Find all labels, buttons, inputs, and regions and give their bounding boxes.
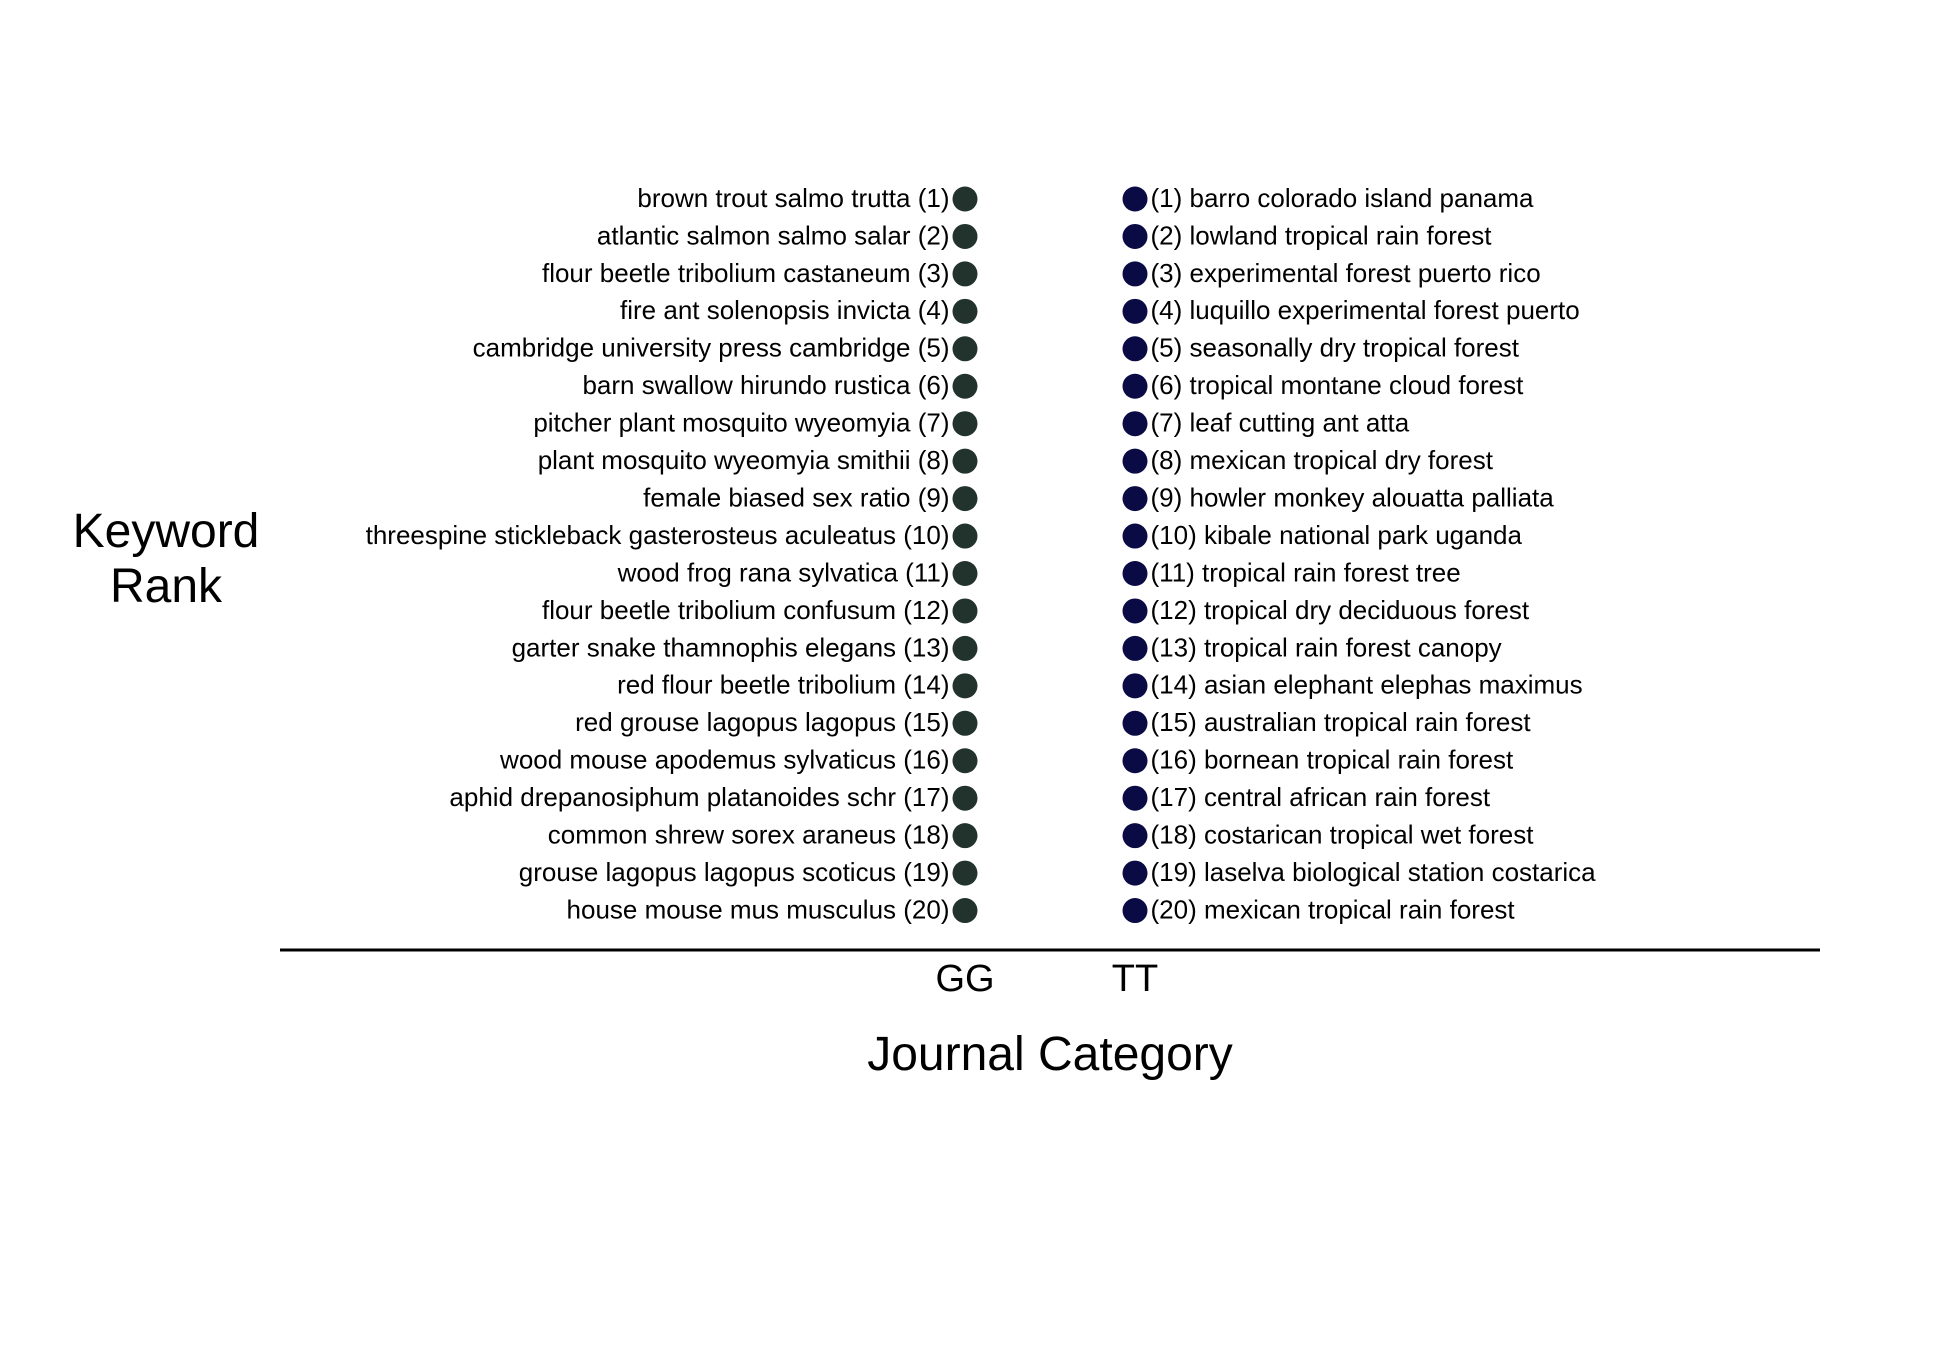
label-gg-rank-5: cambridge university press cambridge (5) xyxy=(473,333,950,363)
label-tt-rank-9: (9) howler monkey alouatta palliata xyxy=(1151,482,1555,512)
dot-tt-rank-8 xyxy=(1122,448,1148,474)
label-gg-rank-4: fire ant solenopsis invicta (4) xyxy=(620,295,949,325)
dot-gg-rank-6 xyxy=(952,373,978,399)
dot-tt-rank-17 xyxy=(1122,785,1148,811)
label-gg-rank-12: flour beetle tribolium confusum (12) xyxy=(542,595,950,625)
label-gg-rank-11: wood frog rana sylvatica (11) xyxy=(617,557,950,587)
dot-gg-rank-16 xyxy=(952,748,978,774)
dot-tt-rank-6 xyxy=(1122,373,1148,399)
dot-gg-rank-7 xyxy=(952,411,978,437)
dot-gg-rank-19 xyxy=(952,860,978,886)
dot-tt-rank-10 xyxy=(1122,523,1148,549)
label-tt-rank-18: (18) costarican tropical wet forest xyxy=(1151,820,1535,850)
label-tt-rank-11: (11) tropical rain forest tree xyxy=(1151,557,1461,587)
x-tick-label-gg: GG xyxy=(935,958,994,1000)
dot-gg-rank-5 xyxy=(952,336,978,362)
dot-tt-rank-9 xyxy=(1122,486,1148,512)
label-tt-rank-13: (13) tropical rain forest canopy xyxy=(1151,632,1502,662)
dot-gg-rank-18 xyxy=(952,823,978,849)
y-axis-label-line-1: Keyword xyxy=(73,505,260,558)
dot-tt-rank-2 xyxy=(1122,223,1148,249)
dot-gg-rank-12 xyxy=(952,598,978,624)
label-tt-rank-15: (15) australian tropical rain forest xyxy=(1151,707,1532,737)
label-gg-rank-2: atlantic salmon salmo salar (2) xyxy=(597,220,950,250)
label-tt-rank-5: (5) seasonally dry tropical forest xyxy=(1151,333,1520,363)
dot-tt-rank-20 xyxy=(1122,898,1148,924)
y-axis-label-line-2: Rank xyxy=(110,560,223,613)
label-tt-rank-12: (12) tropical dry deciduous forest xyxy=(1151,595,1530,625)
label-gg-rank-9: female biased sex ratio (9) xyxy=(643,482,949,512)
dot-gg-rank-14 xyxy=(952,673,978,699)
label-tt-rank-14: (14) asian elephant elephas maximus xyxy=(1151,670,1583,700)
dot-gg-rank-9 xyxy=(952,486,978,512)
dot-tt-rank-11 xyxy=(1122,561,1148,586)
label-tt-rank-17: (17) central african rain forest xyxy=(1151,782,1491,812)
dot-tt-rank-15 xyxy=(1122,710,1148,736)
label-tt-rank-8: (8) mexican tropical dry forest xyxy=(1151,445,1494,475)
label-tt-rank-3: (3) experimental forest puerto rico xyxy=(1151,258,1541,288)
dot-gg-rank-17 xyxy=(952,785,978,811)
label-gg-rank-1: brown trout salmo trutta (1) xyxy=(637,183,949,213)
label-gg-rank-16: wood mouse apodemus sylvaticus (16) xyxy=(499,745,949,775)
dot-tt-rank-4 xyxy=(1122,298,1148,324)
dot-tt-rank-18 xyxy=(1122,823,1148,849)
dot-gg-rank-15 xyxy=(952,710,978,736)
label-gg-rank-17: aphid drepanosiphum platanoides schr (17… xyxy=(449,782,949,812)
label-tt-rank-10: (10) kibale national park uganda xyxy=(1151,520,1523,550)
dot-gg-rank-4 xyxy=(952,298,978,324)
dot-tt-rank-3 xyxy=(1122,261,1148,287)
dot-tt-rank-16 xyxy=(1122,748,1148,774)
label-tt-rank-4: (4) luquillo experimental forest puerto xyxy=(1151,295,1580,325)
label-gg-rank-19: grouse lagopus lagopus scoticus (19) xyxy=(519,857,950,887)
dot-gg-rank-11 xyxy=(952,561,978,586)
label-tt-rank-20: (20) mexican tropical rain forest xyxy=(1151,894,1516,924)
dot-tt-rank-1 xyxy=(1122,186,1148,212)
label-tt-rank-6: (6) tropical montane cloud forest xyxy=(1151,370,1525,400)
dot-gg-rank-3 xyxy=(952,261,978,287)
label-tt-rank-19: (19) laselva biological station costaric… xyxy=(1151,857,1597,887)
label-gg-rank-20: house mouse mus musculus (20) xyxy=(567,894,950,924)
dot-tt-rank-14 xyxy=(1122,673,1148,699)
label-gg-rank-13: garter snake thamnophis elegans (13) xyxy=(512,632,950,662)
label-tt-rank-7: (7) leaf cutting ant atta xyxy=(1151,408,1410,438)
x-axis-label: Journal Category xyxy=(867,1028,1233,1081)
label-gg-rank-10: threespine stickleback gasterosteus acul… xyxy=(366,520,950,550)
dot-tt-rank-19 xyxy=(1122,860,1148,886)
dot-tt-rank-5 xyxy=(1122,336,1148,362)
dot-gg-rank-8 xyxy=(952,448,978,474)
label-gg-rank-8: plant mosquito wyeomyia smithii (8) xyxy=(538,445,950,475)
x-tick-label-tt: TT xyxy=(1112,958,1158,1000)
dot-gg-rank-10 xyxy=(952,523,978,549)
label-tt-rank-2: (2) lowland tropical rain forest xyxy=(1151,220,1493,250)
label-tt-rank-1: (1) barro colorado island panama xyxy=(1151,183,1535,213)
dot-gg-rank-20 xyxy=(952,898,978,924)
label-gg-rank-6: barn swallow hirundo rustica (6) xyxy=(582,370,949,400)
label-tt-rank-16: (16) bornean tropical rain forest xyxy=(1151,745,1515,775)
dot-gg-rank-1 xyxy=(952,186,978,212)
label-gg-rank-3: flour beetle tribolium castaneum (3) xyxy=(542,258,950,288)
label-gg-rank-14: red flour beetle tribolium (14) xyxy=(617,670,949,700)
dot-tt-rank-12 xyxy=(1122,598,1148,624)
dot-tt-rank-7 xyxy=(1122,411,1148,437)
dot-tt-rank-13 xyxy=(1122,635,1148,661)
label-gg-rank-18: common shrew sorex araneus (18) xyxy=(548,820,950,850)
chart-marks: brown trout salmo trutta (1) atlantic sal… xyxy=(366,183,1597,925)
label-gg-rank-7: pitcher plant mosquito wyeomyia (7) xyxy=(533,408,949,438)
label-gg-rank-15: red grouse lagopus lagopus (15) xyxy=(575,707,949,737)
dot-gg-rank-13 xyxy=(952,635,978,661)
dot-gg-rank-2 xyxy=(952,223,978,249)
